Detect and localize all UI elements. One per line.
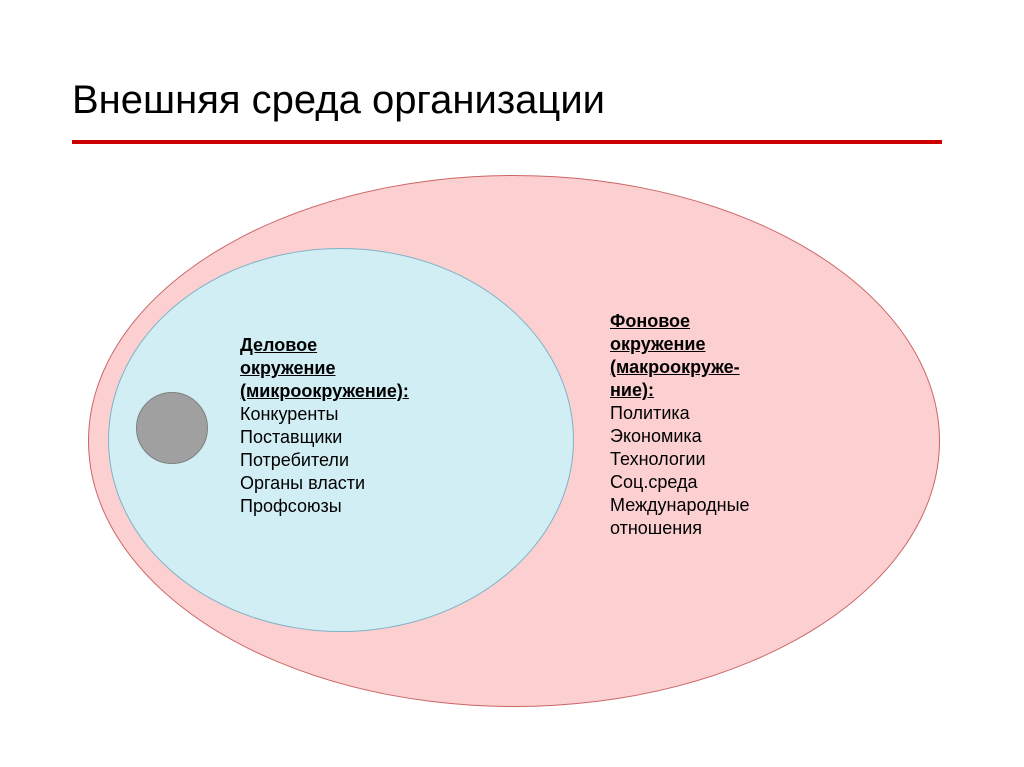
micro-item: Потребители — [240, 449, 500, 472]
micro-item: Органы власти — [240, 472, 500, 495]
macro-item: отношения — [610, 517, 880, 540]
macro-item: Технологии — [610, 448, 880, 471]
micro-item: Конкуренты — [240, 403, 500, 426]
micro-item: Профсоюзы — [240, 495, 500, 518]
macro-item: Экономика — [610, 425, 880, 448]
micro-heading-line1: Деловое — [240, 334, 500, 357]
macro-item: Международные — [610, 494, 880, 517]
macro-heading-line1: Фоновое — [610, 310, 880, 333]
macro-heading-line2: окружение — [610, 333, 880, 356]
core-circle — [136, 392, 208, 464]
macro-heading-line3: (макроокруже- — [610, 356, 880, 379]
micro-heading-line2: окружение — [240, 357, 500, 380]
macro-heading-line4: ние): — [610, 379, 880, 402]
title-rule — [72, 140, 942, 144]
micro-item: Поставщики — [240, 426, 500, 449]
micro-text-block: Деловое окружение (микроокружение): Конк… — [240, 334, 500, 518]
macro-item: Соц.среда — [610, 471, 880, 494]
micro-heading-line3: (микроокружение): — [240, 380, 500, 403]
slide-title: Внешняя среда организации — [72, 78, 605, 123]
macro-item: Политика — [610, 402, 880, 425]
macro-text-block: Фоновое окружение (макроокруже- ние): По… — [610, 310, 880, 540]
